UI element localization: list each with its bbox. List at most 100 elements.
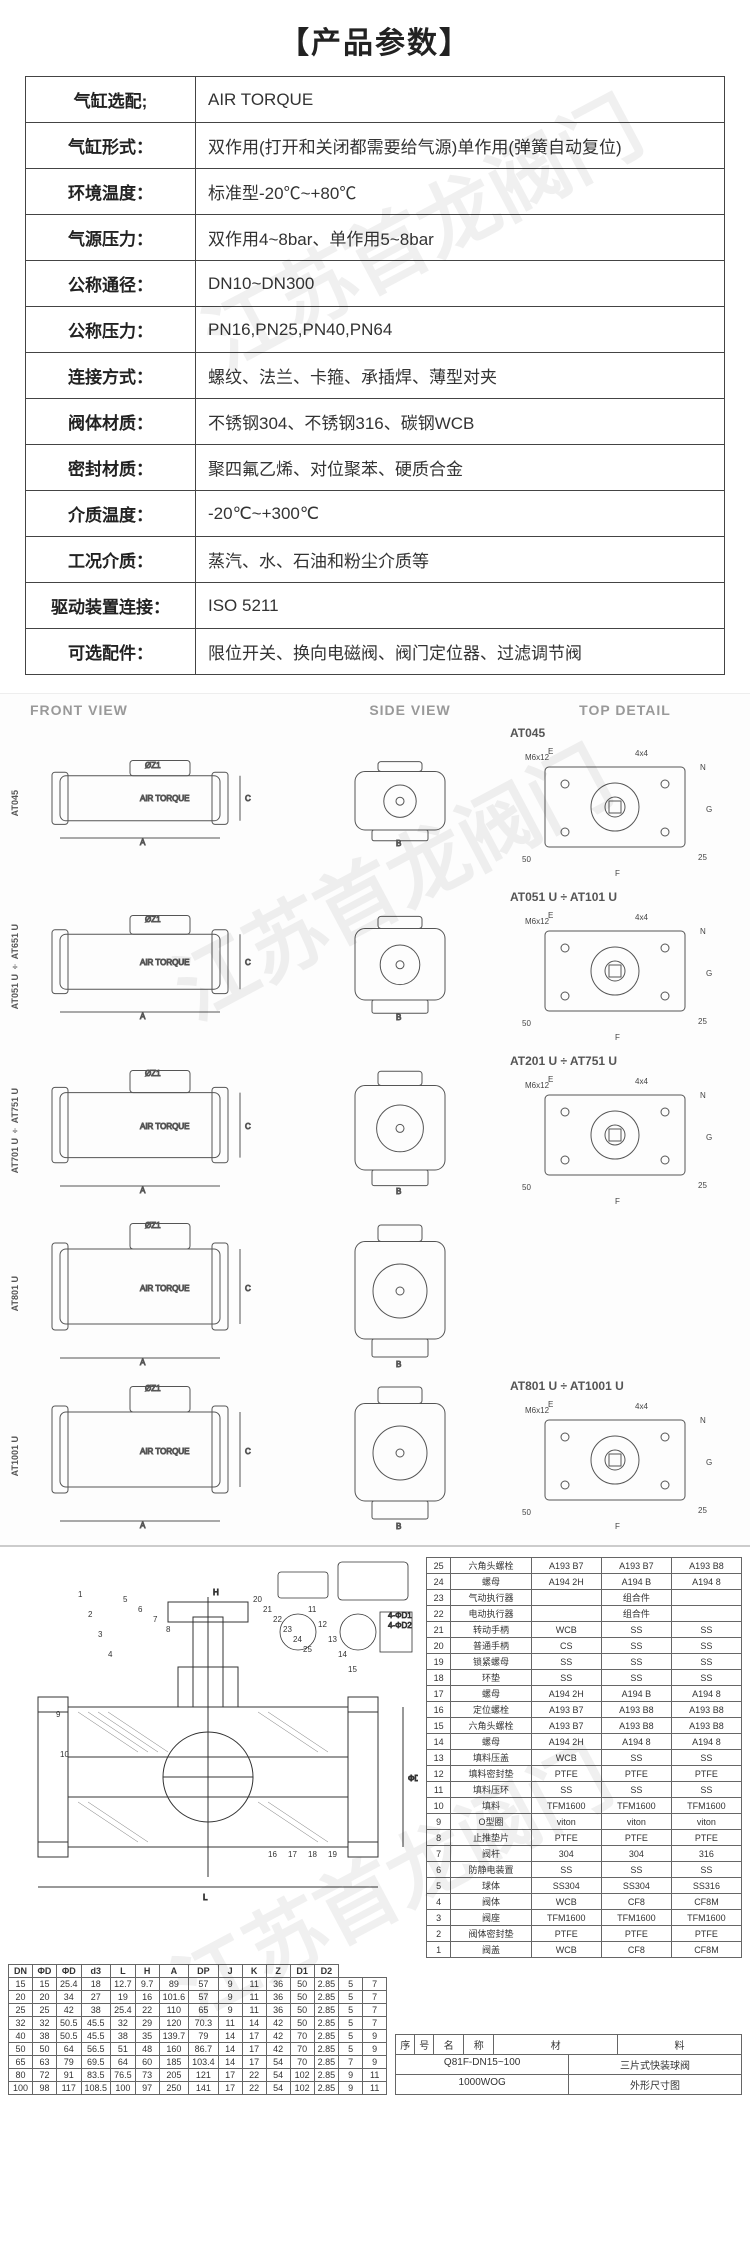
bom-cell: 9: [427, 1814, 451, 1830]
bom-cell: PTFE: [531, 1766, 601, 1782]
param-key: 连接方式：: [26, 353, 196, 399]
bom-cell: 填料压盖: [451, 1750, 532, 1766]
dim-cell: 101.6: [159, 1991, 189, 2004]
bom-cell: SS: [671, 1622, 741, 1638]
bom-cell: 304: [531, 1846, 601, 1862]
top-view-title: AT051 U ÷ AT101 U: [490, 888, 740, 906]
dim-header: D1: [290, 1965, 314, 1978]
front-view: AIR TORQUE A ØZ1 C: [30, 756, 310, 851]
bom-cell: 螺母: [451, 1734, 532, 1750]
svg-text:8: 8: [166, 1625, 171, 1634]
bom-cell: SS: [671, 1862, 741, 1878]
bom-cell: 20: [427, 1638, 451, 1654]
bom-cell: TFM1600: [671, 1798, 741, 1814]
dim-cell: 9: [339, 2082, 363, 2095]
dim-cell: 2.85: [314, 2030, 339, 2043]
bom-cell: 1: [427, 1942, 451, 1958]
param-value: DN10~DN300: [196, 261, 725, 307]
dim-cell: 17: [218, 2069, 242, 2082]
svg-text:11: 11: [308, 1605, 317, 1614]
dim-header: A: [159, 1965, 189, 1978]
dim-header: Z: [266, 1965, 290, 1978]
dim-cell: 11: [242, 2004, 266, 2017]
bom-cell: [531, 1590, 601, 1606]
dim-cell: 72: [33, 2069, 57, 2082]
dim-cell: 15: [9, 1978, 33, 1991]
dim-cell: 60: [135, 2056, 159, 2069]
bom-cell: 阀座: [451, 1910, 532, 1926]
dim-cell: 9: [218, 1978, 242, 1991]
svg-text:C: C: [245, 1447, 251, 1456]
svg-text:F: F: [615, 1522, 620, 1531]
drawings-header-row: FRONT VIEW SIDE VIEW TOP DETAIL: [10, 702, 740, 718]
actuator-view-row: AT045 AIR TORQUE A ØZ1 C B AT045: [10, 724, 740, 882]
bom-cell: PTFE: [671, 1830, 741, 1846]
svg-text:ØZ1: ØZ1: [145, 1384, 161, 1393]
dim-cell: 9: [363, 2056, 387, 2069]
bom-cell: PTFE: [531, 1830, 601, 1846]
svg-text:E: E: [548, 747, 553, 756]
param-value: ISO 5211: [196, 583, 725, 629]
side-view: B: [310, 758, 490, 848]
dim-cell: 36: [266, 2004, 290, 2017]
dim-cell: 57: [189, 1978, 219, 1991]
svg-text:AIR TORQUE: AIR TORQUE: [140, 794, 190, 803]
page-title-wrap: 产品参数: [0, 0, 750, 76]
svg-text:25: 25: [698, 1181, 707, 1190]
svg-text:50: 50: [522, 1019, 531, 1028]
dim-cell: 7: [363, 1991, 387, 2004]
tb-c: 料: [618, 2035, 741, 2054]
hdr-top: TOP DETAIL: [510, 702, 740, 718]
svg-text:F: F: [615, 869, 620, 878]
side-view: B: [310, 1219, 490, 1369]
bom-cell: [671, 1606, 741, 1622]
bom-cell: 环垫: [451, 1670, 532, 1686]
dim-cell: 9: [363, 2030, 387, 2043]
svg-text:50: 50: [522, 855, 531, 864]
bom-cell: A194 B: [601, 1686, 671, 1702]
dim-cell: 11: [242, 1978, 266, 1991]
bom-cell: SS: [601, 1782, 671, 1798]
svg-text:24: 24: [293, 1635, 302, 1644]
bom-cell: 转动手柄: [451, 1622, 532, 1638]
view-label: AT1001 U: [10, 1436, 30, 1476]
bom-cell: 6: [427, 1862, 451, 1878]
dim-cell: 110: [159, 2004, 189, 2017]
dim-cell: 5: [339, 2030, 363, 2043]
svg-text:G: G: [706, 969, 712, 978]
bom-cell: A193 B7: [531, 1558, 601, 1574]
dim-header: ΦD: [33, 1965, 57, 1978]
dim-header: L: [111, 1965, 136, 1978]
svg-text:17: 17: [288, 1850, 297, 1859]
svg-text:18: 18: [308, 1850, 317, 1859]
bom-cell: 气动执行器: [451, 1590, 532, 1606]
dim-cell: 2.85: [314, 1991, 339, 2004]
param-key: 公称通径：: [26, 261, 196, 307]
bom-cell: viton: [601, 1814, 671, 1830]
bom-cell: 13: [427, 1750, 451, 1766]
svg-text:C: C: [245, 1284, 251, 1293]
svg-text:H: H: [213, 1588, 219, 1597]
dim-cell: 35: [135, 2030, 159, 2043]
bom-cell: TFM1600: [601, 1798, 671, 1814]
dim-cell: 50: [290, 1978, 314, 1991]
dim-cell: 141: [189, 2082, 219, 2095]
param-key: 工况介质：: [26, 537, 196, 583]
dim-cell: 76.5: [111, 2069, 136, 2082]
top-view: AT045 M6x12 E 4x4 N G F 25 50: [490, 724, 740, 882]
param-key: 气缸选配;: [26, 77, 196, 123]
bom-cell: SS304: [531, 1878, 601, 1894]
bom-cell: CS: [531, 1638, 601, 1654]
svg-text:G: G: [706, 805, 712, 814]
view-label: AT045: [10, 790, 30, 816]
svg-text:1: 1: [78, 1590, 83, 1599]
dim-cell: 38: [33, 2030, 57, 2043]
bom-cell: 阀盖: [451, 1942, 532, 1958]
bom-cell: 球体: [451, 1878, 532, 1894]
svg-text:20: 20: [253, 1595, 262, 1604]
bom-cell: SS: [671, 1670, 741, 1686]
bom-cell: CF8: [601, 1942, 671, 1958]
bom-cell: 组合件: [601, 1606, 671, 1622]
svg-text:ØZ1: ØZ1: [145, 1221, 161, 1230]
svg-text:23: 23: [283, 1625, 292, 1634]
